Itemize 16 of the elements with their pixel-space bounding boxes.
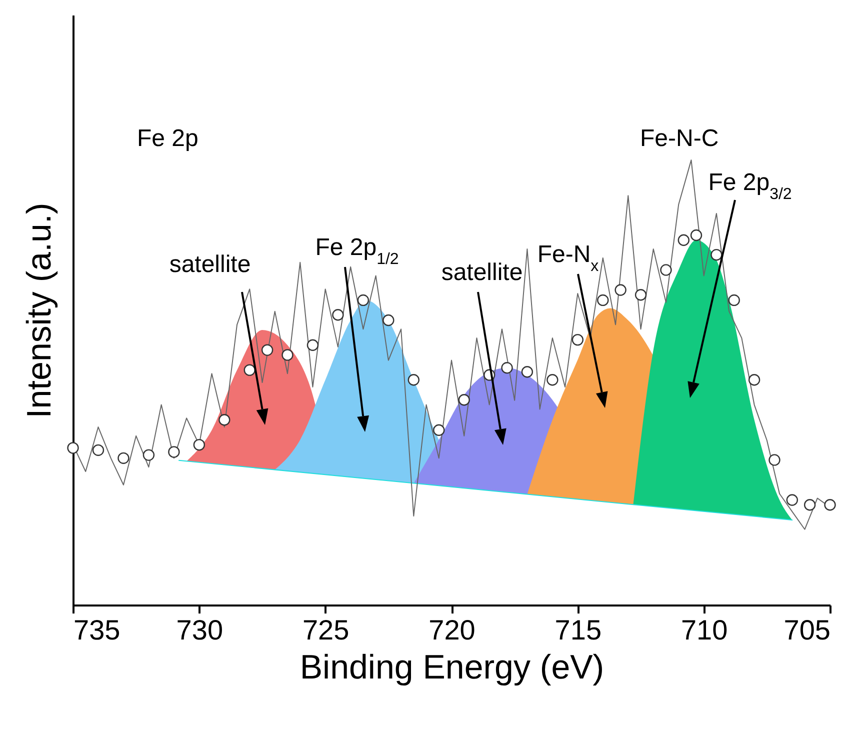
x-tick-label: 705 [784, 614, 830, 646]
x-tick-label: 715 [554, 614, 602, 646]
text: Fe 2p [137, 125, 198, 152]
annotation: Fe 2p$_{1/2}$ [315, 234, 399, 268]
x-tick-label: 730 [176, 614, 224, 646]
x-tick-label: 735 [74, 614, 120, 646]
x-axis-title: Binding Energy (eV) [300, 648, 604, 686]
annotation: satellite [441, 259, 523, 286]
annotation: satellite [169, 251, 251, 278]
y-axis-title: Intensity (a.u.) [20, 202, 58, 418]
annotation: Fe-N$_{x}$ [537, 241, 599, 274]
annotation: Fe 2p$_{3/2}$ [708, 169, 792, 202]
x-tick-label: 725 [302, 614, 350, 646]
x-tick-label: 720 [428, 614, 476, 646]
x-tick-label: 710 [680, 614, 728, 646]
text: Fe-N-C [640, 125, 719, 152]
